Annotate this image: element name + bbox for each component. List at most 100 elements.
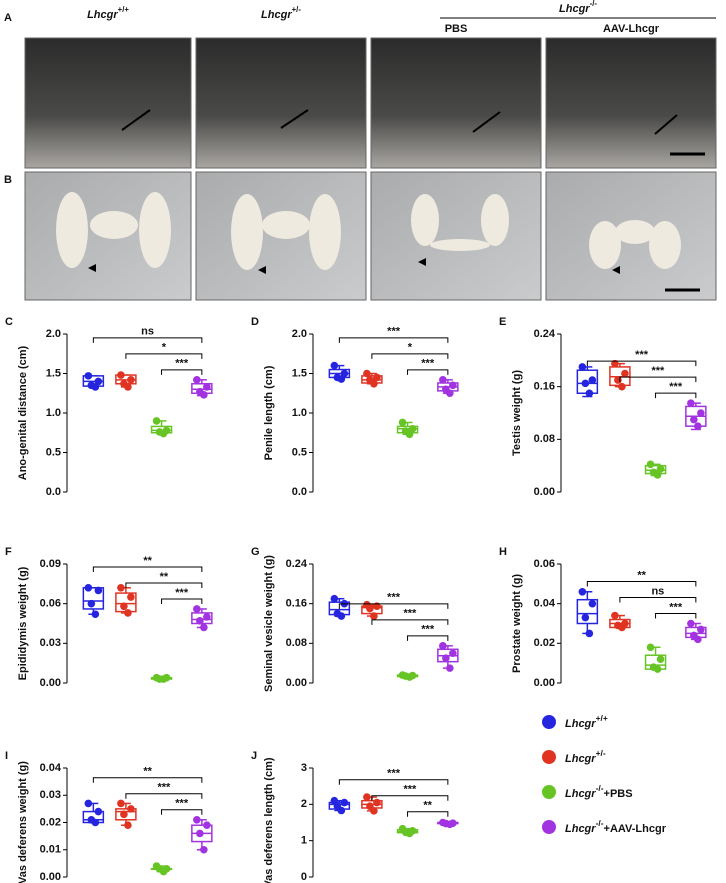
y-tick-label: 1	[301, 835, 307, 847]
data-point	[370, 379, 378, 388]
data-point	[646, 643, 655, 652]
y-tick-label: 0.01	[40, 844, 61, 856]
data-point	[697, 625, 705, 634]
data-point	[337, 806, 346, 815]
significance-label: ***	[157, 782, 171, 794]
genotype: -/-	[596, 818, 604, 828]
genotype: +/+	[596, 713, 608, 723]
significance-label: **	[637, 569, 646, 581]
y-tick-label: 0.0	[292, 486, 307, 498]
significance-label: ***	[175, 587, 189, 599]
data-point	[618, 382, 626, 391]
y-tick-label: 0.06	[40, 598, 61, 610]
photo	[195, 37, 367, 169]
genotype: +/+	[118, 5, 130, 14]
y-tick-label: 0.24	[286, 558, 308, 570]
significance-label: *	[162, 342, 167, 354]
panel-label: B	[4, 174, 12, 186]
significance-label: **	[423, 800, 432, 812]
data-point	[124, 609, 132, 617]
significance-bracket	[92, 777, 203, 783]
genotype-label: Lhcgr+/+	[87, 5, 129, 21]
genotype-label: Lhcgr-/-+PBS	[565, 783, 633, 800]
gene: Lhcgr	[559, 3, 590, 15]
panel-label: E	[499, 316, 506, 328]
gene: Lhcgr	[565, 823, 596, 835]
y-tick-label: 2.0	[46, 328, 61, 340]
photo-row-a	[24, 37, 717, 169]
significance-bracket	[655, 392, 697, 399]
data-point	[446, 664, 454, 672]
legend-swatch	[542, 820, 556, 834]
significance-label: **	[160, 571, 169, 583]
photo	[24, 37, 192, 169]
y-axis-label: Vas deferens weight (g)	[17, 761, 29, 883]
data-point	[203, 821, 211, 830]
y-tick-label: 0.08	[286, 637, 307, 649]
significance-label: ***	[635, 349, 649, 361]
panel-label: C	[5, 316, 13, 328]
data-point	[127, 593, 135, 601]
data-point	[687, 619, 695, 628]
significance-bracket	[338, 779, 449, 785]
significance-label: ns	[141, 326, 154, 338]
y-tick-label: 0.04	[40, 762, 62, 774]
photo	[370, 171, 542, 301]
genotype: +/-	[596, 748, 606, 758]
data-point	[694, 422, 702, 430]
data-point	[449, 649, 457, 658]
y-axis-label: Testis weight (g)	[511, 370, 523, 456]
data-point	[442, 654, 450, 663]
data-point	[405, 430, 414, 439]
y-tick-label: 0.00	[40, 677, 61, 689]
data-point	[120, 810, 128, 819]
data-point	[694, 635, 702, 644]
y-axis-label: Prostate weight (g)	[511, 574, 523, 673]
significance-label: **	[143, 766, 152, 778]
genotype-label: Lhcgr+/-	[565, 748, 606, 765]
y-tick-label: 0.5	[46, 446, 61, 458]
significance-bracket	[619, 597, 697, 603]
data-point	[330, 361, 339, 370]
legend-swatch	[542, 785, 556, 799]
gene: Lhcgr	[565, 753, 596, 765]
data-point	[193, 605, 201, 613]
treatment: +PBS	[604, 788, 633, 800]
data-point	[193, 815, 201, 824]
panel-label: D	[251, 316, 259, 328]
y-tick-label: 3	[301, 762, 307, 774]
data-point	[578, 587, 587, 596]
significance-bracket	[161, 598, 203, 604]
data-point	[196, 829, 204, 838]
legend-swatch	[542, 715, 556, 729]
y-tick-label: 1.0	[292, 407, 307, 419]
data-point	[687, 399, 695, 407]
y-axis-label: Seminal vesicle weight (g)	[263, 555, 275, 692]
data-point	[588, 376, 597, 384]
data-point	[370, 807, 378, 815]
data-point	[656, 465, 665, 473]
data-point	[646, 460, 655, 469]
data-point	[653, 471, 662, 479]
data-point	[200, 845, 208, 854]
significance-bracket	[407, 635, 449, 641]
y-tick-label: 2	[301, 798, 307, 810]
data-point	[87, 599, 96, 608]
significance-label: ns	[651, 585, 664, 597]
column-label: AAV-Lhcgr	[603, 23, 660, 35]
data-point	[91, 383, 100, 391]
data-point	[578, 363, 587, 371]
data-point	[159, 429, 168, 438]
arrows	[121, 109, 678, 135]
y-tick-label: 2.0	[292, 328, 307, 340]
data-point	[193, 376, 201, 384]
significance-label: ***	[669, 601, 683, 613]
data-point	[159, 867, 168, 876]
y-tick-label: 0.09	[40, 558, 61, 570]
significance-bracket	[161, 809, 203, 815]
data-point	[656, 655, 665, 663]
data-point	[94, 586, 103, 595]
significance-label: ***	[421, 358, 435, 370]
y-axis-label: Ano-genital distance (cm)	[17, 345, 29, 480]
